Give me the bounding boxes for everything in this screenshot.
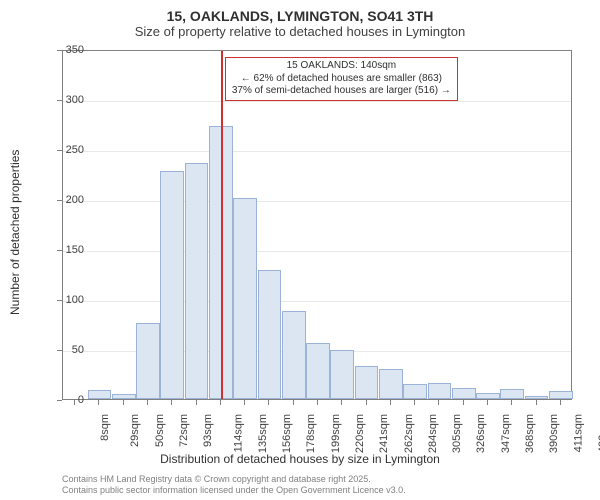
y-tick-mark	[57, 50, 62, 51]
x-tick-mark	[196, 400, 197, 405]
histogram-bar	[306, 343, 330, 399]
y-tick-label: 100	[44, 294, 84, 306]
x-tick-mark	[74, 400, 75, 405]
x-tick-label: 326sqm	[476, 414, 488, 453]
gridline	[63, 201, 571, 202]
attribution-line2: Contains public sector information licen…	[62, 485, 406, 496]
y-tick-mark	[57, 400, 62, 401]
x-tick-label: 72sqm	[178, 414, 190, 447]
annotation-box: 15 OAKLANDS: 140sqm← 62% of detached hou…	[225, 57, 458, 101]
x-tick-label: 220sqm	[354, 414, 366, 453]
x-tick-label: 368sqm	[524, 414, 536, 453]
histogram-bar	[258, 270, 282, 399]
annotation-line: ← 62% of detached houses are smaller (86…	[232, 73, 451, 86]
x-tick-mark	[487, 400, 488, 405]
x-tick-mark	[123, 400, 124, 405]
x-tick-label: 29sqm	[129, 414, 141, 447]
histogram-bar	[160, 171, 184, 399]
chart-container: 15, OAKLANDS, LYMINGTON, SO41 3TH Size o…	[0, 0, 600, 500]
x-tick-mark	[317, 400, 318, 405]
chart-area: 15 OAKLANDS: 140sqm← 62% of detached hou…	[62, 50, 572, 400]
histogram-bar	[112, 394, 136, 399]
histogram-bar	[500, 389, 524, 399]
x-tick-mark	[463, 400, 464, 405]
y-tick-mark	[57, 300, 62, 301]
histogram-bar	[355, 366, 379, 399]
attribution: Contains HM Land Registry data © Crown c…	[62, 474, 406, 496]
x-tick-mark	[220, 400, 221, 405]
histogram-bar	[136, 323, 160, 399]
x-tick-label: 390sqm	[548, 414, 560, 453]
page-subtitle: Size of property relative to detached ho…	[0, 24, 600, 43]
x-tick-label: 262sqm	[403, 414, 415, 453]
histogram-bar	[185, 163, 209, 399]
gridline	[63, 251, 571, 252]
gridline	[63, 101, 571, 102]
y-tick-mark	[57, 150, 62, 151]
histogram-bar	[476, 393, 500, 399]
x-tick-mark	[98, 400, 99, 405]
histogram-bar	[88, 390, 112, 399]
x-tick-label: 284sqm	[427, 414, 439, 453]
plot-region: 15 OAKLANDS: 140sqm← 62% of detached hou…	[62, 50, 572, 400]
x-tick-label: 50sqm	[154, 414, 166, 447]
histogram-bar	[379, 369, 403, 399]
y-tick-label: 250	[44, 144, 84, 156]
y-tick-mark	[57, 250, 62, 251]
y-tick-label: 0	[44, 394, 84, 406]
x-tick-mark	[366, 400, 367, 405]
gridline	[63, 301, 571, 302]
y-tick-label: 300	[44, 94, 84, 106]
y-tick-label: 150	[44, 244, 84, 256]
x-tick-mark	[244, 400, 245, 405]
histogram-bar	[233, 198, 257, 399]
y-tick-label: 200	[44, 194, 84, 206]
annotation-line: 15 OAKLANDS: 140sqm	[232, 60, 451, 73]
histogram-bar	[428, 383, 452, 399]
marker-line	[221, 51, 223, 399]
y-axis-label: Number of detached properties	[8, 150, 22, 315]
y-tick-mark	[57, 100, 62, 101]
histogram-bar	[452, 388, 476, 399]
gridline	[63, 151, 571, 152]
x-tick-mark	[560, 400, 561, 405]
x-tick-mark	[414, 400, 415, 405]
x-tick-mark	[341, 400, 342, 405]
x-tick-label: 93sqm	[202, 414, 214, 447]
x-tick-label: 347sqm	[500, 414, 512, 453]
x-tick-label: 178sqm	[306, 414, 318, 453]
histogram-bar	[549, 391, 573, 399]
x-tick-mark	[438, 400, 439, 405]
x-tick-mark	[293, 400, 294, 405]
histogram-bar	[282, 311, 306, 399]
x-tick-label: 114sqm	[232, 414, 244, 452]
y-tick-mark	[57, 200, 62, 201]
histogram-bar	[403, 384, 427, 399]
x-tick-label: 8sqm	[99, 414, 111, 441]
y-tick-mark	[57, 350, 62, 351]
x-tick-mark	[511, 400, 512, 405]
page-title: 15, OAKLANDS, LYMINGTON, SO41 3TH	[0, 0, 600, 24]
x-tick-label: 199sqm	[330, 414, 342, 453]
x-tick-label: 135sqm	[257, 414, 269, 453]
histogram-bar	[525, 396, 549, 399]
x-tick-label: 305sqm	[451, 414, 463, 453]
attribution-line1: Contains HM Land Registry data © Crown c…	[62, 474, 406, 485]
x-axis-label: Distribution of detached houses by size …	[0, 452, 600, 466]
x-tick-label: 411sqm	[572, 414, 584, 452]
x-tick-mark	[147, 400, 148, 405]
x-tick-mark	[390, 400, 391, 405]
y-tick-label: 50	[44, 344, 84, 356]
x-tick-label: 156sqm	[281, 414, 293, 453]
x-tick-mark	[536, 400, 537, 405]
histogram-bar	[330, 350, 354, 399]
y-tick-label: 350	[44, 44, 84, 56]
x-tick-mark	[268, 400, 269, 405]
x-tick-label: 241sqm	[378, 414, 390, 453]
x-tick-mark	[171, 400, 172, 405]
annotation-line: 37% of semi-detached houses are larger (…	[232, 85, 451, 98]
